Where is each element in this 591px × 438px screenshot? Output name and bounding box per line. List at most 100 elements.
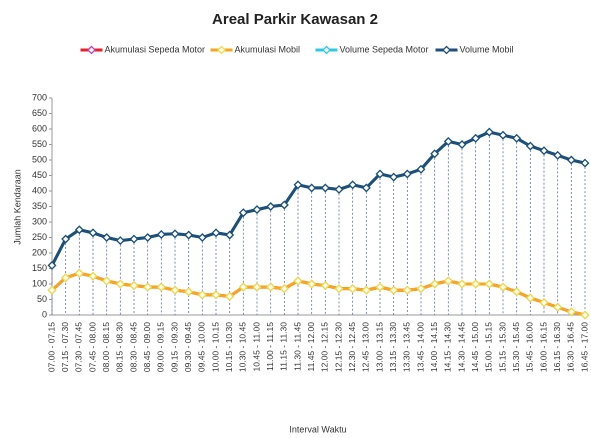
point [416,164,426,174]
point [375,169,385,179]
x-tick-label: 16.45 - 17.00 [579,322,589,372]
y-tick-label: 50 [37,294,47,304]
point [320,281,330,290]
point [348,284,358,294]
x-tick-label: 14.15 - 14.30 [443,322,453,372]
y-tick-label: 300 [32,216,47,226]
point [320,183,330,193]
point [225,230,235,240]
x-tick-label: 09.15 - 09.30 [169,322,179,372]
x-tick-label: 09.45 - 10.00 [197,322,207,372]
y-tick-label: 100 [32,278,47,288]
point [361,285,371,295]
point [484,279,494,289]
point [580,310,590,320]
legend-marker [217,45,226,55]
x-tick-label: 10.45 - 11.00 [251,322,261,372]
x-tick-label: 11.15 - 11.30 [279,322,289,371]
legend-label: Volume Mobil [460,44,514,54]
point [184,287,194,297]
point [143,233,153,242]
x-tick-label: 10.15 - 10.30 [224,322,234,372]
x-tick-label: 14.45 - 15.00 [470,322,480,372]
x-tick-label: 08.00 - 08.15 [101,322,111,372]
point [252,205,262,215]
point [498,282,508,292]
point [211,228,221,238]
x-tick-label: 07.45 - 08.00 [87,322,97,372]
x-tick-label: 14.30 - 14.45 [456,322,466,372]
series-line [50,130,586,267]
point [170,229,180,239]
x-tick-label: 07.15 - 07.30 [60,322,70,372]
point [238,208,248,218]
point [74,225,84,235]
x-tick-label: 08.30 - 08.45 [128,322,138,372]
point [580,158,590,168]
y-tick-label: 550 [32,139,47,149]
x-axis-label: Interval Waktu [289,424,346,434]
point [129,281,139,290]
legend-label: Akumulasi Mobil [235,44,301,54]
x-tick-label: 10.00 - 10.15 [210,322,220,372]
x-tick-label: 13.00 - 13.15 [374,322,384,372]
point [498,130,508,140]
x-tick-label: 15.15 - 15.30 [497,322,507,372]
x-tick-label: 07.30 - 07.45 [74,322,84,372]
y-tick-label: 400 [32,185,47,195]
point [525,141,535,151]
point [266,282,276,292]
point [266,202,276,211]
point [129,234,139,244]
point [566,155,576,165]
point [471,279,481,289]
x-tick-label: 08.45 - 09.00 [142,322,152,372]
point [211,290,221,300]
x-tick-label: 15.45 - 16.00 [525,322,535,372]
x-tick-label: 14.00 - 14.15 [429,322,439,372]
series-line [50,271,586,317]
x-tick-label: 13.45 - 14.00 [415,322,425,372]
point [47,285,57,295]
point [334,284,344,294]
y-tick-label: 350 [32,201,47,211]
x-tick-label: 11.45 - 12.00 [306,322,316,372]
point [47,260,57,270]
x-tick-label: 10.30 - 10.45 [238,322,248,372]
point [74,268,84,278]
x-tick-label: 11.30 - 11.45 [292,322,302,371]
point [375,282,385,292]
point [539,146,549,156]
x-tick-label: 09.00 - 09.15 [156,322,166,372]
point [389,285,399,295]
series-line [50,130,586,267]
x-tick-label: 13.15 - 13.30 [388,322,398,372]
point [430,279,440,289]
point [88,271,98,281]
point [115,236,125,246]
point [197,290,207,300]
y-tick-label: 450 [32,170,47,180]
point [512,133,522,143]
legend-label: Akumulasi Sepeda Motor [105,44,206,54]
point [307,183,317,193]
x-tick-label: 15.30 - 15.45 [511,322,521,372]
x-tick-label: 08.15 - 08.30 [115,322,125,372]
y-tick-label: 500 [32,154,47,164]
point [443,136,453,146]
point [184,230,194,240]
point [416,284,426,294]
x-tick-label: 12.30 - 12.45 [347,322,357,372]
point [566,307,576,317]
point [88,228,98,238]
x-tick-label: 12.45 - 13.00 [361,322,371,372]
legend-marker [442,45,451,55]
x-tick-label: 12.15 - 12.30 [333,322,343,372]
point [293,276,303,286]
point [156,229,166,239]
point [389,172,399,182]
point [457,140,467,149]
x-tick-label: 16.30 - 16.45 [566,322,576,372]
point [225,291,235,301]
point [539,298,549,308]
